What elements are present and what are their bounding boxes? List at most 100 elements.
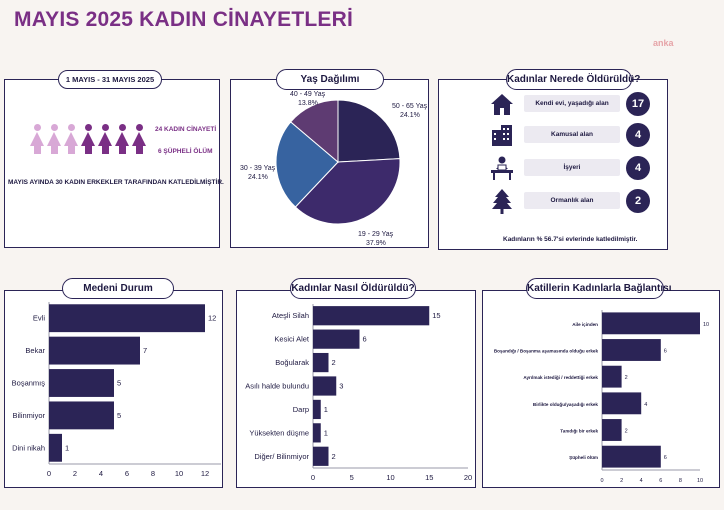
summary-footer: MAYIS AYINDA 30 KADIN ERKEKLER TARAFINDA… — [8, 179, 224, 186]
x-tick-label: 6 — [125, 469, 129, 478]
location-label: Ormanlık alan — [524, 192, 620, 209]
marital-title: Medeni Durum — [83, 283, 153, 294]
value-label: 1 — [324, 428, 328, 437]
value-label: 2 — [625, 375, 628, 381]
pie-category-label: 30 - 39 Yaş — [240, 165, 276, 172]
location-count: 4 — [626, 123, 650, 147]
bar — [49, 433, 62, 462]
pie-category-label: 50 - 65 Yaş — [392, 103, 427, 110]
category-label: Darp — [293, 405, 309, 414]
pie-slice — [337, 99, 401, 163]
women-figures — [30, 124, 150, 156]
category-label: Şüpheli ölüm — [569, 455, 598, 460]
x-tick-label: 8 — [151, 469, 155, 478]
category-label: Boşanmış — [12, 379, 46, 388]
bar — [313, 376, 337, 396]
relation-title-pill: Katillerin Kadınlarla Bağlantısı — [526, 278, 671, 299]
woman-icon — [64, 124, 79, 154]
x-tick-label: 4 — [99, 469, 103, 478]
category-label: Bilinmiyor — [12, 411, 45, 420]
bar — [602, 445, 661, 468]
pie-slice — [294, 158, 401, 225]
bar — [313, 352, 329, 373]
category-label: Boşandığı / Boşanma aşamasında olduğu er… — [494, 349, 599, 354]
woman-icon — [81, 124, 96, 154]
x-tick-label: 10 — [697, 478, 703, 482]
x-tick-label: 12 — [201, 469, 209, 478]
bar — [313, 446, 329, 466]
woman-icon — [47, 124, 62, 154]
stat-suspicious-deaths: 6 ŞÜPHELİ ÖLÜM — [158, 148, 213, 155]
value-label: 2 — [332, 452, 336, 461]
age-title: Yaş Dağılımı — [300, 74, 360, 85]
value-label: 3 — [339, 382, 343, 391]
x-tick-label: 15 — [425, 473, 433, 482]
relation-title: Katillerin Kadınlarla Bağlantısı — [527, 283, 672, 294]
value-label: 5 — [117, 379, 121, 388]
pie-slice — [275, 121, 339, 208]
bar — [49, 369, 114, 397]
category-label: Yüksekten düşme — [249, 428, 309, 437]
category-label: Bekar — [25, 346, 45, 355]
method-title-pill: Kadınlar Nasıl Öldürüldü? — [290, 278, 416, 299]
value-label: 10 — [703, 322, 709, 328]
summary-date-text: 1 MAYIS - 31 MAYIS 2025 — [65, 75, 155, 84]
office-worker-icon — [489, 155, 515, 181]
value-label: 7 — [143, 346, 147, 355]
x-tick-label: 4 — [640, 478, 643, 482]
stat-femicides: 24 KADIN CİNAYETİ — [155, 126, 217, 133]
bar — [49, 304, 205, 333]
brand-logo: anka — [653, 38, 674, 48]
x-tick-label: 10 — [175, 469, 183, 478]
location-footer: Kadınların % 56.7'si evlerinde katledilm… — [503, 236, 638, 243]
bar — [49, 336, 140, 365]
tree-icon — [489, 188, 515, 214]
marital-bar-chart: Evli 12 Bekar 7 Boşanmış 5 Bilinmiyor 5 Dini nik… — [12, 302, 221, 478]
x-tick-label: 10 — [386, 473, 394, 482]
location-label: İşyeri — [524, 159, 620, 176]
summary-date-pill: 1 MAYIS - 31 MAYIS 2025 — [58, 70, 162, 89]
age-pie-chart: 50 - 65 Yaş 24.1% 19 - 29 Yaş 37.9% 30 - 39 … — [240, 91, 427, 246]
age-title-pill: Yaş Dağılımı — [276, 69, 384, 90]
category-label: Ateşli Silah — [272, 311, 309, 320]
house-icon — [489, 91, 515, 117]
pie-category-label: 19 - 29 Yaş — [358, 231, 394, 238]
woman-icon — [98, 124, 113, 154]
value-label: 15 — [432, 311, 440, 320]
category-label: Dini nikah — [12, 443, 45, 452]
method-title: Kadınlar Nasıl Öldürüldü? — [291, 283, 415, 294]
relation-bar-chart: Aile içinden 10 Boşandığı / Boşanma aşamas… — [494, 310, 709, 482]
bar — [49, 401, 114, 430]
x-tick-label: 0 — [47, 469, 51, 478]
pie-percent-label: 24.1% — [400, 112, 420, 119]
x-tick-label: 5 — [350, 473, 354, 482]
x-tick-label: 8 — [679, 478, 682, 482]
bar — [602, 392, 642, 415]
value-label: 6 — [664, 349, 667, 355]
category-label: Diğer/ Bilinmiyor — [254, 452, 309, 461]
value-label: 1 — [65, 443, 69, 452]
page-title: MAYIS 2025 KADIN CİNAYETLERİ — [14, 8, 353, 31]
category-label: Evli — [33, 314, 45, 323]
bar — [313, 423, 321, 443]
category-label: Birlikte olduğu/yaşadığı erkek — [533, 402, 599, 407]
location-title: Kadınlar Nerede Öldürüldü? — [507, 74, 641, 85]
value-label: 12 — [208, 314, 216, 323]
category-label: Asılı halde bulundu — [245, 382, 309, 391]
value-label: 5 — [117, 411, 121, 420]
summary-panel — [4, 79, 220, 248]
x-tick-label: 0 — [600, 478, 603, 482]
value-label: 2 — [332, 358, 336, 367]
bar — [313, 306, 430, 326]
location-label: Kendi evi, yaşadığı alan — [524, 95, 620, 112]
location-title-pill: Kadınlar Nerede Öldürüldü? — [506, 69, 640, 90]
category-label: Boğularak — [275, 358, 309, 367]
value-label: 2 — [625, 429, 628, 435]
bar — [602, 419, 622, 441]
marital-title-pill: Medeni Durum — [62, 278, 174, 299]
bar — [313, 399, 321, 420]
bar — [602, 365, 622, 388]
woman-icon — [30, 124, 45, 154]
pie-slice — [289, 99, 339, 164]
